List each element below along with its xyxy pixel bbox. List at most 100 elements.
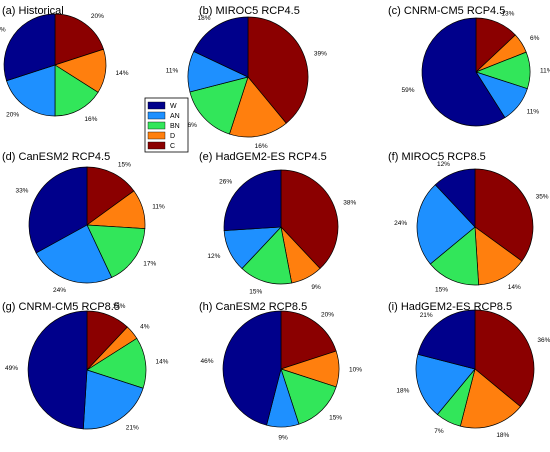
slice-percent-label: 21% [126, 424, 139, 431]
panel-title: (d) CanESM2 RCP4.5 [2, 151, 110, 163]
slice-percent-label: 24% [53, 287, 66, 294]
slice-percent-label: 14% [508, 284, 521, 291]
legend-swatch-bn [147, 121, 166, 130]
pie-panel: (a) Historical 20% 14% 16% 20% 30% [0, 5, 129, 123]
slice-percent-label: 11% [527, 109, 540, 116]
pie-slice-w [193, 16, 249, 78]
panel-title: (i) HadGEM2-ES RCP8.5 [388, 301, 512, 313]
panel-title: (f) MIROC5 RCP8.5 [388, 151, 486, 163]
pie-slice-an [35, 224, 113, 284]
slice-percent-label: 46% [201, 358, 214, 365]
slice-percent-label: 36% [537, 337, 550, 344]
pie-slice-w [27, 310, 88, 430]
pie-slice-w [28, 166, 88, 254]
slice-percent-label: 20% [91, 13, 104, 20]
slice-percent-label: 12% [207, 253, 220, 260]
pie-panel: (i) HadGEM2-ES RCP8.5 36% 18% 7% 18% 21% [388, 301, 550, 439]
slice-percent-label: 20% [6, 112, 19, 119]
pie-slice-bn [241, 226, 293, 285]
pie-slice-w [421, 17, 506, 127]
pie-slice-bn [189, 76, 249, 135]
slice-percent-label: 18% [197, 15, 210, 22]
pie-slice-c [54, 13, 104, 66]
slice-percent-label: 11% [152, 203, 165, 210]
pie-panel: (h) CanESM2 RCP8.5 20% 10% 15% 9% 46% [199, 301, 362, 441]
pie-slice-an [415, 353, 476, 415]
pie-slice-w [417, 309, 476, 370]
pie-slice-an [6, 64, 56, 117]
slice-percent-label: 24% [394, 220, 407, 227]
slice-percent-label: 9% [278, 434, 288, 441]
slice-percent-label: 4% [140, 323, 150, 330]
slice-percent-label: 39% [314, 51, 327, 58]
legend-label-d: D [170, 133, 175, 140]
slice-percent-label: 26% [219, 178, 232, 185]
legend-label-an: AN [170, 113, 180, 120]
pie-slice-w [3, 13, 56, 82]
panel-title: (b) MIROC5 RCP4.5 [199, 5, 300, 17]
pie-slice-c [474, 168, 534, 262]
legend: W AN BN DC [144, 97, 189, 153]
pie-slice-c [280, 310, 337, 370]
legend-label-c: C [170, 143, 175, 150]
slice-percent-label: 14% [155, 359, 168, 366]
pie-slice-an [82, 369, 144, 430]
pie-slice-c [247, 16, 309, 124]
slice-percent-label: 59% [402, 87, 415, 94]
panel-title: (h) CanESM2 RCP8.5 [199, 301, 307, 313]
legend-swatch-c [147, 141, 166, 150]
pie-slice-bn [86, 337, 147, 389]
slice-percent-label: 13% [501, 11, 514, 18]
slice-percent-label: 11% [540, 67, 550, 74]
slice-percent-label: 15% [249, 289, 262, 296]
slice-percent-label: 15% [329, 414, 342, 421]
pie-panel: (d) CanESM2 RCP4.5 15% 11% 17% 24% 33% [2, 151, 165, 294]
pie-slice-d [229, 76, 287, 138]
pie-slice-d [459, 368, 521, 429]
slice-percent-label: 33% [15, 188, 28, 195]
slice-percent-label: 11% [166, 68, 179, 75]
panel-title: (a) Historical [2, 5, 64, 17]
pie-slice-bn [86, 224, 146, 278]
slice-percent-label: 30% [0, 26, 6, 33]
pie-panel: (e) HadGEM2-ES RCP4.5 38% 9% 15% 12% 26% [199, 151, 357, 296]
panel-title: (c) CNRM-CM5 RCP4.5 [388, 5, 505, 17]
pie-slice-bn [429, 226, 480, 286]
slice-percent-label: 14% [116, 70, 129, 77]
slice-percent-label: 18% [496, 432, 509, 439]
pie-slice-bn [54, 64, 99, 117]
slice-percent-label: 21% [420, 312, 433, 319]
slice-percent-label: 17% [143, 261, 156, 268]
slice-percent-label: 15% [118, 162, 131, 169]
pie-slice-w [222, 310, 282, 426]
pie-slice-w [223, 169, 282, 231]
pie-slice-c [474, 309, 535, 408]
pie-slice-c [280, 169, 339, 270]
slice-percent-label: 16% [84, 116, 97, 123]
slice-percent-label: 12% [112, 303, 125, 310]
pie-slice-an [416, 184, 476, 265]
legend-label-bn: BN [170, 123, 180, 130]
pie-panel: (c) CNRM-CM5 RCP4.513% 6% 11% 11% 59% [388, 5, 550, 127]
legend-swatch-an [147, 111, 166, 120]
slice-percent-label: 10% [349, 366, 362, 373]
legend-entries: W AN BN DC [147, 101, 180, 150]
legend-label-w: W [170, 103, 177, 110]
legend-swatch-w [147, 101, 166, 110]
slice-percent-label: 16% [255, 143, 268, 150]
slice-percent-label: 6% [530, 35, 540, 42]
pie-slice-c [86, 166, 135, 226]
pie-slice-w [434, 168, 476, 228]
slice-percent-label: 16% [184, 122, 197, 129]
pie-panels: (a) Historical 20% 14% 16% 20% 30% (b) MIROC5 … [0, 5, 550, 441]
pie-panel: (f) MIROC5 RCP8.5 35% 14% 15% 24% 12% [388, 151, 549, 294]
slice-percent-label: 15% [435, 287, 448, 294]
slice-percent-label: 12% [437, 161, 450, 168]
slice-percent-label: 9% [311, 284, 321, 291]
legend-swatch-d [147, 131, 166, 140]
slice-percent-label: 7% [434, 428, 444, 435]
slice-percent-label: 18% [396, 388, 409, 395]
pie-slice-d [474, 226, 523, 286]
slice-percent-label: 35% [536, 193, 549, 200]
